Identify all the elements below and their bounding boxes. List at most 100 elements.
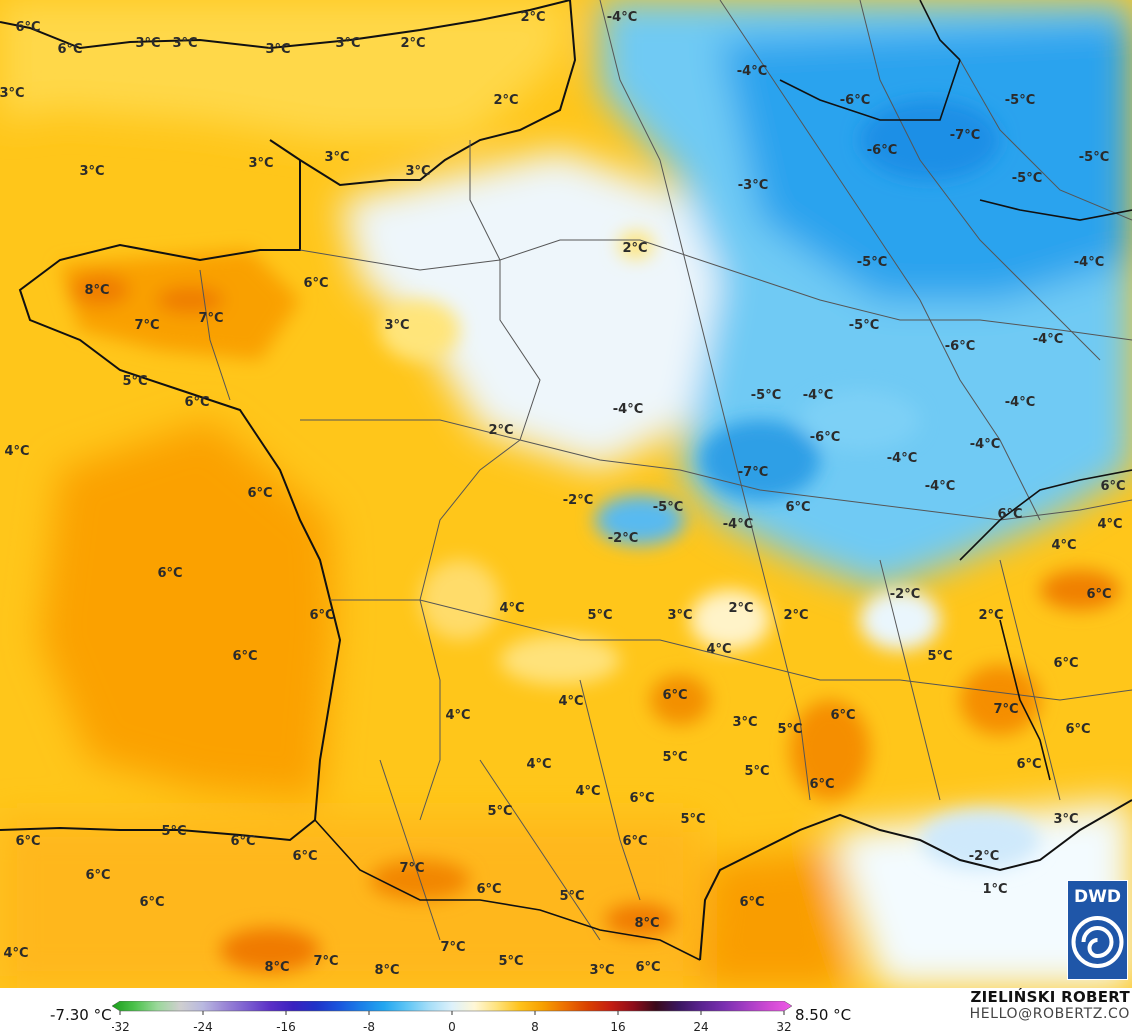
temperature-label: 4°C xyxy=(526,757,551,772)
temperature-label: -7°C xyxy=(950,128,980,143)
temperature-label: -4°C xyxy=(803,388,833,403)
temperature-label: 5°C xyxy=(927,649,952,664)
temperature-label: 7°C xyxy=(313,954,338,969)
temperature-label: 6°C xyxy=(1053,656,1078,671)
temperature-label: 5°C xyxy=(744,764,769,779)
temperature-label: 6°C xyxy=(139,895,164,910)
colorbar-tick-label: 16 xyxy=(610,1020,625,1034)
temperature-label: 6°C xyxy=(230,834,255,849)
temperature-label: -5°C xyxy=(1012,171,1042,186)
legend-footer: -7.30 °C 8.50 °C ZIELIŃSKI ROBERT HELLO@… xyxy=(0,988,1132,1035)
temperature-label: -2°C xyxy=(563,493,593,508)
temperature-label: 7°C xyxy=(134,318,159,333)
legend-max-value: 8.50 °C xyxy=(795,1006,852,1024)
temperature-label: -3°C xyxy=(738,178,768,193)
temperature-label: 3°C xyxy=(135,36,160,51)
temperature-label: -2°C xyxy=(890,587,920,602)
temperature-labels: 6°C 6°C 3°C 3°C 3°C 3°C 2°C 2°C 3°C 2°C 3°C 3°C 3°C 3… xyxy=(0,10,1126,978)
temperature-label: 8°C xyxy=(634,916,659,931)
temperature-label: 6°C xyxy=(1100,479,1125,494)
temperature-label: 4°C xyxy=(1051,538,1076,553)
temperature-label: 4°C xyxy=(4,444,29,459)
temperature-label: 4°C xyxy=(575,784,600,799)
temperature-label: -6°C xyxy=(810,430,840,445)
temperature-label: 2°C xyxy=(783,608,808,623)
temperature-label: 2°C xyxy=(520,10,545,25)
temperature-label: -2°C xyxy=(608,531,638,546)
temperature-label: 3°C xyxy=(405,164,430,179)
temperature-label: 1°C xyxy=(982,882,1007,897)
dwd-logo: DWD xyxy=(1066,879,1129,981)
temperature-label: -5°C xyxy=(1079,150,1109,165)
temperature-label: -5°C xyxy=(751,388,781,403)
temperature-label: -6°C xyxy=(867,143,897,158)
temperature-label: 3°C xyxy=(732,715,757,730)
colorbar-tick-label: 8 xyxy=(531,1020,539,1034)
temperature-label: 4°C xyxy=(499,601,524,616)
temperature-label: 3°C xyxy=(324,150,349,165)
colorbar-tick-label: -24 xyxy=(193,1020,213,1034)
colorbar-tick-label: 32 xyxy=(776,1020,791,1034)
temperature-label: 3°C xyxy=(79,164,104,179)
temperature-field-detail xyxy=(60,100,1120,972)
temperature-label: -4°C xyxy=(1074,255,1104,270)
colorbar: -32 -24 -16 -8 0 8 16 24 32 xyxy=(112,1001,792,1034)
temperature-label: 2°C xyxy=(728,601,753,616)
temperature-label: -4°C xyxy=(1005,395,1035,410)
country-borders xyxy=(314,0,1132,961)
temperature-label: 6°C xyxy=(157,566,182,581)
temperature-label: 4°C xyxy=(558,694,583,709)
temperature-label: 5°C xyxy=(487,804,512,819)
temperature-label: 6°C xyxy=(247,486,272,501)
temperature-label: -5°C xyxy=(849,318,879,333)
temperature-label: 3°C xyxy=(172,36,197,51)
temperature-label: 6°C xyxy=(85,868,110,883)
temperature-label: -4°C xyxy=(723,517,753,532)
temperature-label: 8°C xyxy=(264,960,289,975)
temperature-label: 6°C xyxy=(997,507,1022,522)
colorbar-tick-label: 24 xyxy=(693,1020,708,1034)
temperature-label: 5°C xyxy=(680,812,705,827)
temperature-label: 7°C xyxy=(399,861,424,876)
temperature-label: 2°C xyxy=(978,608,1003,623)
temperature-label: 6°C xyxy=(476,882,501,897)
temperature-label: 3°C xyxy=(0,86,25,101)
dwd-swirl-icon xyxy=(1071,916,1124,968)
legend-min-value: -7.30 °C xyxy=(50,1006,112,1024)
temperature-label: 5°C xyxy=(777,722,802,737)
temperature-label: 2°C xyxy=(488,423,513,438)
temperature-label: -6°C xyxy=(840,93,870,108)
temperature-label: 5°C xyxy=(122,374,147,389)
temperature-label: -5°C xyxy=(1005,93,1035,108)
temperature-label: 8°C xyxy=(84,283,109,298)
dwd-logo-text: DWD xyxy=(1074,887,1121,907)
temperature-label: 3°C xyxy=(667,608,692,623)
temperature-label: 4°C xyxy=(706,642,731,657)
temperature-label: 6°C xyxy=(57,42,82,57)
temperature-label: 6°C xyxy=(184,395,209,410)
coastlines xyxy=(0,0,1132,961)
temperature-label: 7°C xyxy=(993,702,1018,717)
temperature-label: 2°C xyxy=(493,93,518,108)
temperature-label: -6°C xyxy=(945,339,975,354)
temperature-label: 5°C xyxy=(587,608,612,623)
temperature-label: -2°C xyxy=(969,849,999,864)
temperature-label: 3°C xyxy=(248,156,273,171)
author-name: ZIELIŃSKI ROBERT xyxy=(970,988,1130,1006)
colorbar-tick-label: -32 xyxy=(112,1020,130,1034)
temperature-label: 4°C xyxy=(1097,517,1122,532)
temperature-label: 6°C xyxy=(809,777,834,792)
temperature-label: 3°C xyxy=(335,36,360,51)
admin-borders xyxy=(199,0,1132,941)
temperature-label: 6°C xyxy=(662,688,687,703)
temperature-label: 6°C xyxy=(785,500,810,515)
temperature-label: 6°C xyxy=(1065,722,1090,737)
colorbar-tick-label: 0 xyxy=(448,1020,456,1034)
temperature-label: -4°C xyxy=(925,479,955,494)
temperature-label: 6°C xyxy=(303,276,328,291)
temperature-label: 2°C xyxy=(400,36,425,51)
temperature-label: 6°C xyxy=(629,791,654,806)
temperature-label: 6°C xyxy=(232,649,257,664)
temperature-label: 2°C xyxy=(622,241,647,256)
temperature-label: 6°C xyxy=(1086,587,1111,602)
